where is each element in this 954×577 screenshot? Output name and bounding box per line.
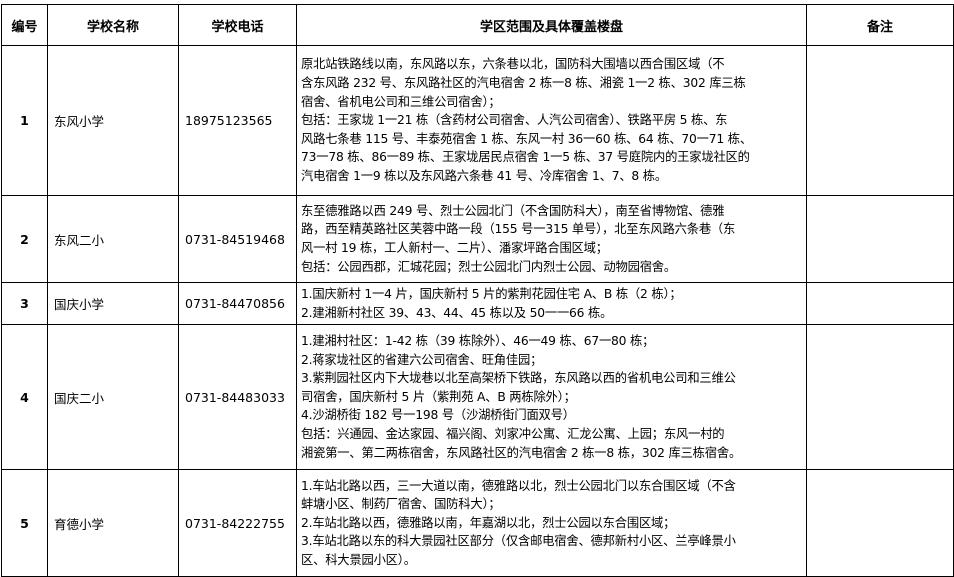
school-name: 东风小学 xyxy=(47,45,179,196)
school-phone: 18975123565 xyxy=(178,45,297,196)
district-area-line: 4.沙湖桥街 182 号一198 号（沙湖桥街门面双号） xyxy=(301,408,575,423)
district-area-line: 73一78 栋、86一89 栋、王家垅居民点宿舍 1一5 栋、37 号庭院内的王… xyxy=(301,150,750,165)
district-area-line: 包括：公园西郡，汇城花园；烈士公园北门内烈士公园、动物园宿舍。 xyxy=(301,259,677,274)
table-body: 1 东风小学 18975123565 原北站铁路线以南，东风路以东，六条巷以北，国防科… xyxy=(1,45,954,577)
district-area-line: 2.蒋家垅社区的省建六公司宿舍、旺角佳园； xyxy=(301,352,543,367)
school-district-table: 编号 学校名称 学校电话 学区范围及具体覆盖楼盘 备注 1 东风小学 1897512… xyxy=(1,4,954,577)
table-row: 1 东风小学 18975123565 原北站铁路线以南，东风路以东，六条巷以北，国防科… xyxy=(1,45,954,196)
district-area: 1.建湘村社区：1-42 栋（39 栋除外）、46一49 栋、67一80 栋； 2… xyxy=(296,324,807,471)
district-area-line: 湘瓷第一、第二两栋宿舍，东风路社区的汽电宿舍 2 栋一8 栋，302 库三栋宿舍… xyxy=(301,445,742,460)
header-school: 学校名称 xyxy=(47,4,179,46)
note xyxy=(806,45,954,196)
district-area-line: 3.紫荆园社区内下大垅巷以北至高架桥下铁路，东风路以西的省机电公司和三维公 xyxy=(301,371,736,386)
district-area-line: 汽电宿舍 1一9 栋以及东风路六条巷 41 号、冷库宿舍 1、7、8 栋。 xyxy=(301,168,667,183)
note xyxy=(806,469,954,577)
district-area-line: 原北站铁路线以南，东风路以东，六条巷以北，国防科大围墙以西合围区域（不 xyxy=(301,57,725,72)
district-area-line: 1.国庆新村 1一4 片，国庆新村 5 片的紫荆花园住宅 A、B 栋（2 栋）； xyxy=(301,287,682,301)
school-name: 国庆二小 xyxy=(47,324,179,471)
school-name: 育德小学 xyxy=(47,469,179,577)
table-row: 2 东风二小 0731-84519468 东至德雅路以西 249 号、烈士公园北门（不… xyxy=(1,195,954,283)
table-row: 4 国庆二小 0731-84483033 1.建湘村社区：1-42 栋（39 栋除外）… xyxy=(1,324,954,471)
school-phone: 0731-84483033 xyxy=(178,324,297,471)
note xyxy=(806,324,954,471)
district-area-line: 路，西至精英路社区芙蓉中路一段（155 号一315 单号），北至东风路六条巷（东 xyxy=(301,222,736,237)
district-area: 东至德雅路以西 249 号、烈士公园北门（不含国防科大），南至省博物馆、德雅 路，… xyxy=(296,195,807,283)
district-area-line: 宿舍、省机电公司和三维公司宿舍）； xyxy=(301,94,501,109)
district-area-line: 司宿舍，国庆新村 5 片（紫荆苑 A、B 两栋除外）； xyxy=(301,389,576,404)
table-row: 5 育德小学 0731-84222755 1.车站北路以西，三一大道以南，德雅路以北，… xyxy=(1,469,954,577)
row-number: 3 xyxy=(1,281,48,326)
district-area: 1.国庆新村 1一4 片，国庆新村 5 片的紫荆花园住宅 A、B 栋（2 栋）；… xyxy=(296,281,807,326)
row-number: 4 xyxy=(1,324,48,471)
district-area-line: 含东风路 232 号、东风路社区的汽电宿舍 2 栋一8 栋、湘瓷 1一2 栋、3… xyxy=(301,76,746,91)
row-number: 2 xyxy=(1,195,48,283)
school-phone: 0731-84222755 xyxy=(178,469,297,577)
district-area-line: 2.车站北路以西，德雅路以南，年嘉湖以北，烈士公园以东合围区域； xyxy=(301,515,676,530)
school-name: 东风二小 xyxy=(47,195,179,283)
district-area-line: 3.车站北路以东的科大景园社区部分（仅含邮电宿舍、德邦新村小区、兰亭峰景小 xyxy=(301,534,736,549)
district-area: 1.车站北路以西，三一大道以南，德雅路以北，烈士公园北门以东合围区域（不含 蚌塘小… xyxy=(296,469,807,577)
row-number: 1 xyxy=(1,45,48,196)
header-phone: 学校电话 xyxy=(178,4,297,46)
district-area-line: 东至德雅路以西 249 号、烈士公园北门（不含国防科大），南至省博物馆、德雅 xyxy=(301,203,725,218)
row-number: 5 xyxy=(1,469,48,577)
district-area-line: 2.建湘新村社区 39、43、44、45 栋以及 50一一66 栋。 xyxy=(301,305,613,320)
district-area-line: 区、科大景园小区）。 xyxy=(301,553,416,568)
header-area: 学区范围及具体覆盖楼盘 xyxy=(296,4,807,46)
school-phone: 0731-84470856 xyxy=(178,281,297,326)
table-row: 3 国庆小学 0731-84470856 1.国庆新村 1一4 片，国庆新村 5 片的… xyxy=(1,281,954,326)
school-phone: 0731-84519468 xyxy=(178,195,297,283)
note xyxy=(806,281,954,326)
district-area-line: 包括：王家垅 1一21 栋（含药材公司宿舍、人汽公司宿舍）、铁路平房 5 栋、东 xyxy=(301,113,728,128)
district-area: 原北站铁路线以南，东风路以东，六条巷以北，国防科大围墙以西合围区域（不含东风路 … xyxy=(296,45,807,196)
district-area-line: 1.建湘村社区：1-42 栋（39 栋除外）、46一49 栋、67一80 栋； xyxy=(301,334,655,349)
district-area-line: 风路七条巷 115 号、丰泰苑宿舍 1 栋、东风一村 36一60 栋、64 栋、… xyxy=(301,131,752,146)
note xyxy=(806,195,954,283)
district-area-line: 蚌塘小区、制药厂宿舍、国防科大）； xyxy=(301,497,501,512)
school-name: 国庆小学 xyxy=(47,281,179,326)
district-area-line: 1.车站北路以西，三一大道以南，德雅路以北，烈士公园北门以东合围区域（不含 xyxy=(301,478,736,493)
header-no: 编号 xyxy=(1,4,48,46)
district-area-line: 包括：兴通园、金达家园、福兴阁、刘家冲公寓、汇龙公寓、上园；东风一村的 xyxy=(301,427,725,442)
header-row: 编号 学校名称 学校电话 学区范围及具体覆盖楼盘 备注 xyxy=(1,4,954,46)
district-area-line: 风一村 19 栋，工人新村一、二片）、潘家坪路合围区域； xyxy=(301,241,608,255)
header-note: 备注 xyxy=(806,4,954,46)
